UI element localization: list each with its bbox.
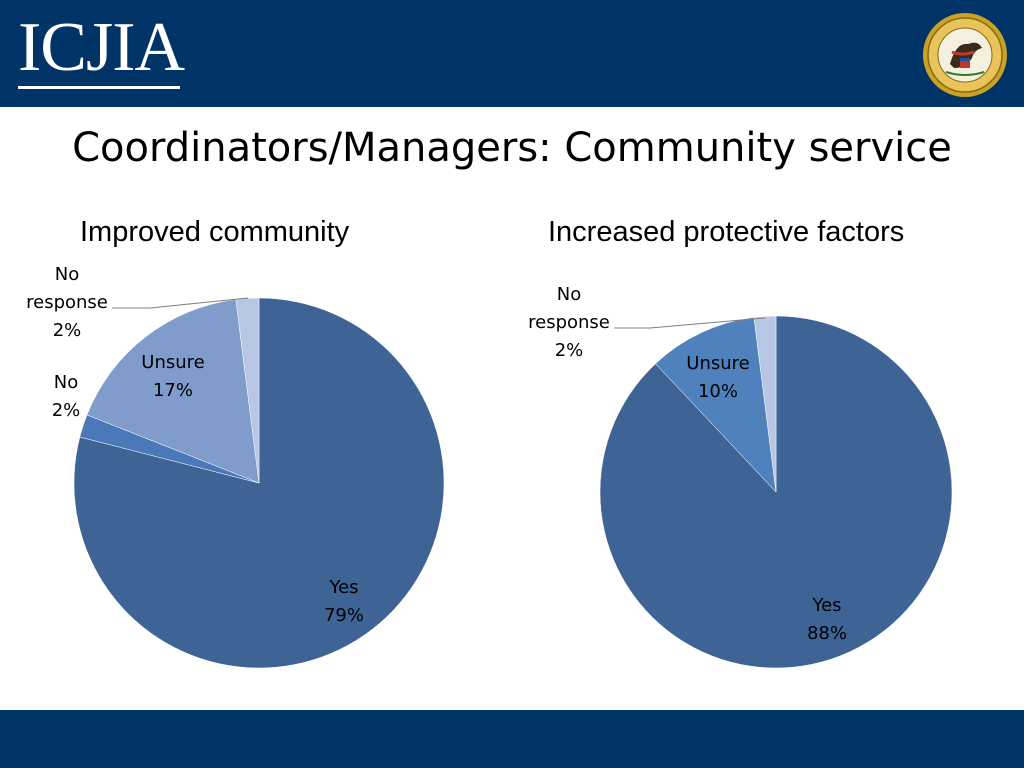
header-bar: ICJIA [0,0,1024,107]
label-unsure-name-left: Unsure [141,352,204,373]
label-unsure-name-right: Unsure [686,353,749,374]
logo-underline [18,86,180,89]
footer-bar [0,710,1024,768]
leader-line-no-response-left [112,297,249,309]
label-no-response-name-1-right: No [557,284,581,305]
label-no-response-name-2-left: response [26,292,108,313]
label-no-response-name-1-left: No [55,264,79,285]
left-slice-unsure [86,299,260,484]
label-no-name-left: No [54,372,78,393]
label-no-pct-left: 2% [52,400,81,421]
label-yes-pct-right: 88% [807,623,847,644]
slide-title: Coordinators/Managers: Community service [72,125,952,171]
label-yes-pct-left: 79% [324,605,364,626]
chart-title-increased-protective-factors: Increased protective factors [548,216,905,248]
right-slice-unsure [655,317,777,493]
right-slice-no-response [753,315,777,493]
label-unsure-pct-right: 10% [698,381,738,402]
label-unsure-pct-left: 17% [153,380,193,401]
label-yes-name-left: Yes [328,577,358,598]
leader-line-no-response-right [614,317,766,329]
label-no-response-pct-left: 2% [53,320,82,341]
icjia-logo: ICJIA [18,9,185,86]
label-no-response-pct-right: 2% [555,340,584,361]
pie-chart-improved-community [73,297,445,669]
illinois-seal-icon [923,13,1007,97]
pie-chart-increased-protective-factors [599,315,953,669]
right-slice-yes [599,315,953,669]
label-no-response-name-2-right: response [528,312,610,333]
chart-title-improved-community: Improved community [80,216,350,248]
label-yes-name-right: Yes [811,595,841,616]
